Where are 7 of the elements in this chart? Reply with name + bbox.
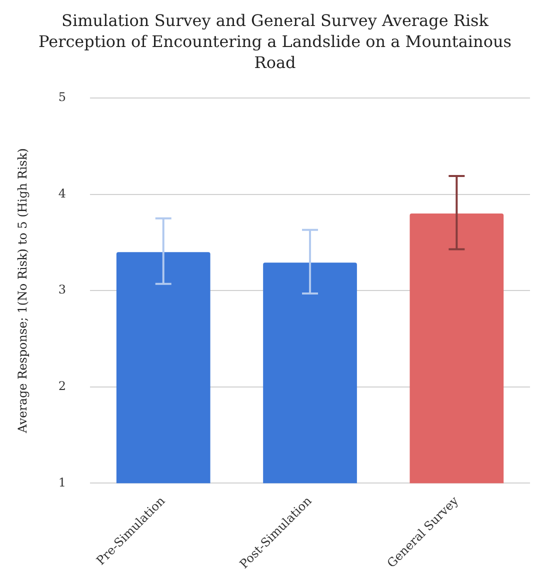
y-axis-title: Average Response; 1(No Risk) to 5 (High Risk) bbox=[15, 148, 30, 434]
y-tick-label: 2 bbox=[58, 379, 66, 394]
y-tick-label: 1 bbox=[58, 475, 66, 490]
y-tick-label: 4 bbox=[58, 186, 66, 200]
y-tick-label: 5 bbox=[58, 90, 66, 104]
y-tick-label: 3 bbox=[58, 282, 66, 297]
chart-title: Simulation Survey and General Survey Average Risk Perception of Encountering a Landslide on a Mountainous Road bbox=[38, 11, 512, 72]
